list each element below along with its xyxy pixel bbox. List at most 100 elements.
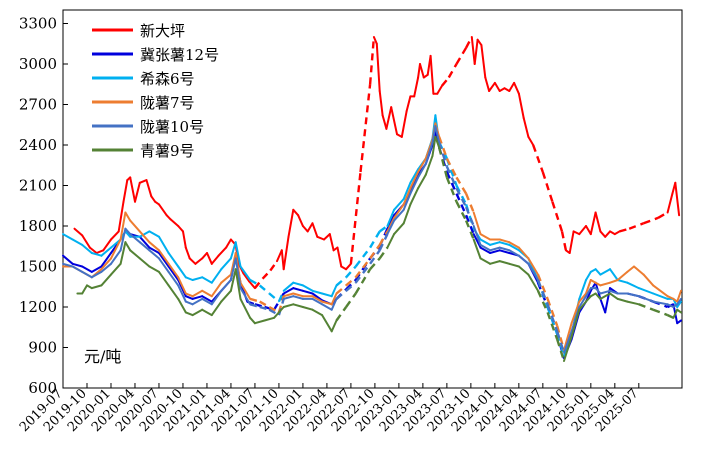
series-line-segment <box>100 246 112 257</box>
series-line-segment <box>292 303 304 308</box>
series-line-segment <box>464 214 475 235</box>
series-line-segment <box>464 220 475 240</box>
series-line-segment <box>447 63 458 79</box>
series-line-segment <box>148 249 160 260</box>
series-line-segment <box>578 225 587 236</box>
series-line-segment <box>158 270 170 287</box>
series-line-segment <box>378 246 389 260</box>
series-line-segment <box>594 292 602 300</box>
series-line-segment <box>513 81 520 95</box>
series-line-segment <box>129 233 141 244</box>
series-line-segment <box>386 216 396 233</box>
series-line-segment <box>282 292 295 298</box>
series-line-segment <box>249 316 256 325</box>
series-line-segment <box>455 176 468 195</box>
series-line-segment <box>578 292 587 303</box>
series-line-segment <box>129 176 136 203</box>
series-line-segment <box>609 289 619 295</box>
series-line-segment <box>335 284 347 295</box>
series-line-segment <box>409 168 420 184</box>
y-tick-label: 3000 <box>19 55 57 73</box>
series-line-segment <box>479 243 492 252</box>
series-line-segment <box>254 303 265 309</box>
series-line-segment <box>145 179 153 198</box>
series-line-segment <box>124 230 132 238</box>
series-line-segment <box>476 38 483 47</box>
series-line-segment <box>536 279 549 305</box>
series-line-segment <box>472 225 482 246</box>
series-line-segment <box>402 187 412 206</box>
series-line-segment <box>328 233 335 252</box>
series-line-segment <box>657 211 669 219</box>
series-line-segment <box>277 290 285 303</box>
series-line-segment <box>138 230 151 244</box>
series-line-segment <box>110 249 122 265</box>
series-line-segment <box>493 81 501 92</box>
series-line-segment <box>249 278 261 287</box>
series-line-segment <box>455 187 468 208</box>
series-line-segment <box>417 173 427 190</box>
series-line-segment <box>431 135 437 157</box>
series-line-segment <box>177 297 187 314</box>
series-line-segment <box>225 238 232 249</box>
series-line-segment <box>239 265 252 281</box>
series-line-segment <box>282 303 295 308</box>
series-line-segment <box>248 280 256 290</box>
series-line-segment <box>570 300 581 325</box>
series-line-segment <box>498 238 511 244</box>
series-line-segment <box>249 303 261 309</box>
series-line-segment <box>517 92 525 119</box>
series-line-segment <box>417 157 427 173</box>
series-line-segment <box>229 252 237 276</box>
series-line-segment <box>253 277 264 289</box>
series-line-segment <box>158 257 170 273</box>
series-line-segment <box>148 265 160 273</box>
y-tick-label: 1800 <box>19 217 57 235</box>
series-line-segment <box>81 265 93 273</box>
series-line-segment <box>409 176 420 195</box>
series-line-segment <box>95 249 105 254</box>
series-line-segment <box>628 222 645 230</box>
series-4 <box>62 122 682 352</box>
series-line-segment <box>489 241 501 246</box>
series-line-segment <box>268 305 280 314</box>
series-line-segment <box>62 233 74 241</box>
series-line-segment <box>184 311 194 317</box>
series-line-segment <box>372 36 378 45</box>
series-line-segment <box>386 233 396 249</box>
series-line-segment <box>527 273 539 292</box>
series-line-segment <box>508 249 520 257</box>
series-line-segment <box>201 295 213 303</box>
series-line-segment <box>234 241 242 268</box>
series-line-segment <box>378 230 389 246</box>
series-line-segment <box>148 241 160 252</box>
series-line-segment <box>90 252 103 257</box>
series-line-segment <box>479 233 492 241</box>
series-line-segment <box>117 200 125 233</box>
series-line-segment <box>393 222 405 236</box>
series-line-segment <box>321 303 333 311</box>
series-line-segment <box>292 208 300 217</box>
series-line-segment <box>188 257 197 265</box>
series-line-segment <box>633 265 645 276</box>
series-line-segment <box>424 154 434 176</box>
series-line-segment <box>498 246 511 252</box>
series-line-segment <box>201 276 213 284</box>
series-line-segment <box>184 246 191 260</box>
series-line-segment <box>191 289 204 298</box>
y-tick-label: 2700 <box>19 96 57 114</box>
series-line-segment <box>194 257 204 265</box>
series-line-segment <box>259 300 270 309</box>
series-line-segment <box>234 268 242 300</box>
series-line-segment <box>345 292 357 308</box>
series-line-segment <box>102 238 112 252</box>
series-line-segment <box>369 230 381 249</box>
series-line-segment <box>191 295 204 300</box>
series-line-segment <box>261 269 272 280</box>
series-line-segment <box>527 135 535 146</box>
series-line-segment <box>666 303 675 308</box>
series-line-segment <box>330 297 338 311</box>
series-line-segment <box>90 270 103 279</box>
series-line-segment <box>184 292 194 298</box>
